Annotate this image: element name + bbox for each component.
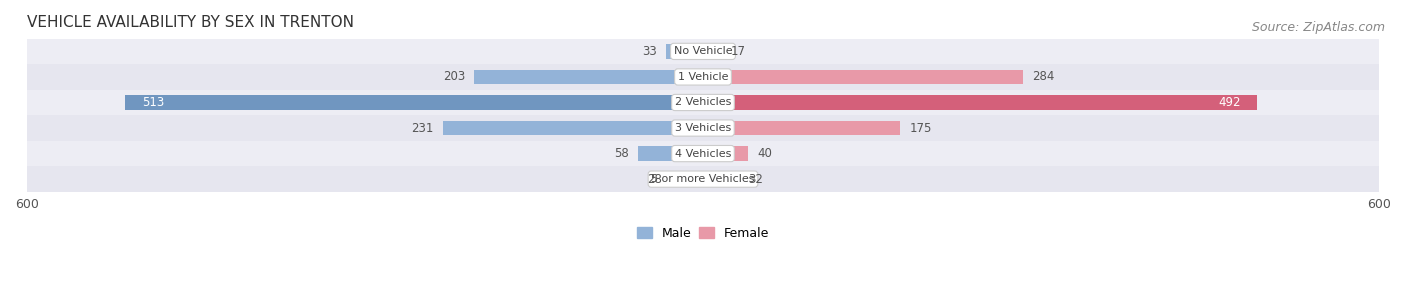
Text: 58: 58 xyxy=(614,147,628,160)
Text: VEHICLE AVAILABILITY BY SEX IN TRENTON: VEHICLE AVAILABILITY BY SEX IN TRENTON xyxy=(27,15,354,30)
Bar xyxy=(27,166,1379,192)
Bar xyxy=(703,95,1257,110)
Text: 3 Vehicles: 3 Vehicles xyxy=(675,123,731,133)
Bar xyxy=(703,44,723,59)
Text: 231: 231 xyxy=(412,121,433,135)
Text: 33: 33 xyxy=(643,45,657,58)
Bar xyxy=(666,44,703,59)
Text: Source: ZipAtlas.com: Source: ZipAtlas.com xyxy=(1251,21,1385,34)
Bar xyxy=(125,95,703,110)
Text: No Vehicle: No Vehicle xyxy=(673,47,733,56)
Text: 1 Vehicle: 1 Vehicle xyxy=(678,72,728,82)
Bar xyxy=(703,121,900,136)
Bar xyxy=(638,146,703,161)
Bar xyxy=(27,141,1379,166)
Bar xyxy=(27,115,1379,141)
Text: 2 Vehicles: 2 Vehicles xyxy=(675,98,731,107)
Text: 203: 203 xyxy=(443,70,465,84)
Bar xyxy=(703,172,740,187)
Bar xyxy=(27,90,1379,115)
Text: 17: 17 xyxy=(731,45,747,58)
Bar xyxy=(474,69,703,84)
Text: 513: 513 xyxy=(142,96,165,109)
Text: 284: 284 xyxy=(1032,70,1054,84)
Bar xyxy=(27,64,1379,90)
Text: 32: 32 xyxy=(748,173,763,186)
Text: 40: 40 xyxy=(756,147,772,160)
Text: 5 or more Vehicles: 5 or more Vehicles xyxy=(651,174,755,184)
Bar xyxy=(27,39,1379,64)
Text: 4 Vehicles: 4 Vehicles xyxy=(675,149,731,159)
Bar xyxy=(672,172,703,187)
Text: 492: 492 xyxy=(1218,96,1240,109)
Legend: Male, Female: Male, Female xyxy=(631,222,775,245)
Text: 175: 175 xyxy=(910,121,932,135)
Bar xyxy=(703,146,748,161)
Text: 28: 28 xyxy=(648,173,662,186)
Bar xyxy=(703,69,1024,84)
Bar xyxy=(443,121,703,136)
